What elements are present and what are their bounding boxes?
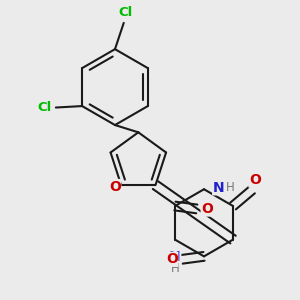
Text: H: H <box>226 181 235 194</box>
Text: O: O <box>109 180 121 194</box>
Text: Cl: Cl <box>37 101 52 114</box>
Text: O: O <box>166 252 178 266</box>
Text: N: N <box>169 250 181 264</box>
Text: N: N <box>213 181 224 195</box>
Text: Cl: Cl <box>118 5 132 19</box>
Text: O: O <box>249 173 261 187</box>
Text: O: O <box>201 202 213 216</box>
Text: H: H <box>171 262 179 275</box>
